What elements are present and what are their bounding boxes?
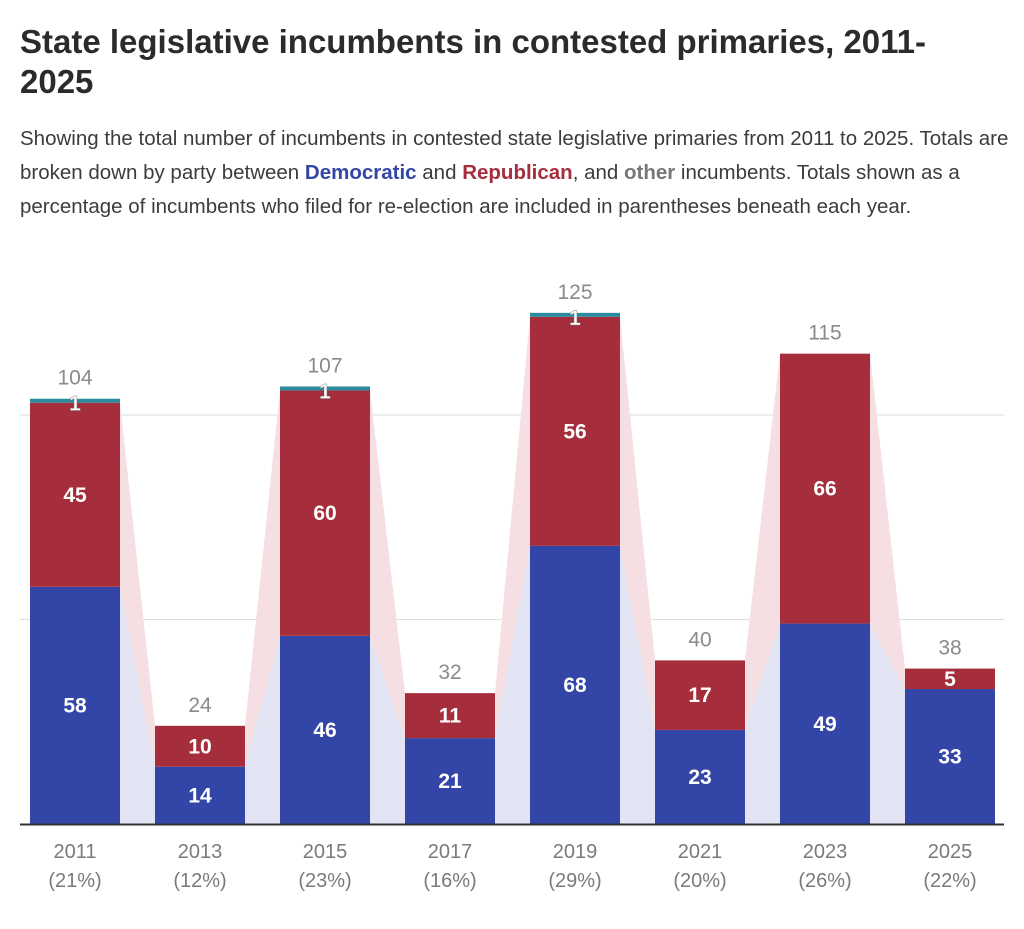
- x-tick-label: 2019: [553, 841, 598, 863]
- x-tick-percentage: (29%): [548, 870, 601, 892]
- data-label-democratic: 21: [438, 770, 462, 793]
- x-tick-percentage: (26%): [798, 870, 851, 892]
- subtitle-text-1: Showing the total number of incumbents i…: [20, 127, 1009, 184]
- bar-other: [530, 312, 620, 317]
- connector-band-democratic: [370, 635, 405, 824]
- x-tick-percentage: (12%): [173, 870, 226, 892]
- data-label-republican: 10: [188, 735, 211, 758]
- bar-other: [30, 398, 120, 403]
- bar-republican: [905, 668, 995, 690]
- legend-democratic: Democratic: [304, 161, 417, 184]
- data-label-democratic: 14: [188, 784, 212, 807]
- bar-republican: [155, 725, 245, 767]
- data-label-republican: 66: [813, 478, 836, 501]
- bar-democratic: [405, 738, 495, 824]
- data-label-other: 1: [569, 307, 581, 330]
- bar-democratic: [155, 766, 245, 824]
- data-label-republican: 56: [563, 420, 586, 443]
- subtitle-text-4: incumbents. Totals shown as a percentage…: [20, 161, 960, 218]
- connector-band-democratic: [120, 586, 155, 824]
- chart-title: State legislative incumbents in conteste…: [20, 23, 927, 100]
- bar-democratic: [905, 689, 995, 824]
- connector-band-democratic: [245, 635, 280, 824]
- bar-republican: [30, 402, 120, 587]
- bar-democratic: [655, 729, 745, 824]
- total-label: 40: [688, 628, 711, 651]
- bar-republican: [530, 316, 620, 546]
- total-label: 125: [557, 281, 592, 304]
- x-tick-percentage: (22%): [923, 870, 976, 892]
- connector-band-republican: [245, 390, 280, 767]
- subtitle-text-3: , and: [572, 161, 624, 184]
- total-label: 104: [57, 367, 92, 390]
- bar-democratic: [530, 545, 620, 824]
- x-tick-label: 2011: [53, 841, 96, 863]
- x-tick-percentage: (20%): [673, 870, 726, 892]
- data-label-democratic: 23: [688, 766, 711, 789]
- connector-band-republican: [370, 390, 405, 739]
- bar-democratic: [30, 586, 120, 824]
- bar-republican: [280, 390, 370, 636]
- bar-republican: [655, 660, 745, 730]
- data-label-other: 1: [69, 393, 81, 416]
- data-label-democratic: 46: [313, 719, 336, 742]
- connector-band-republican: [495, 316, 530, 739]
- bar-democratic: [780, 623, 870, 824]
- connector-band-democratic: [745, 623, 780, 824]
- data-label-democratic: 33: [938, 746, 961, 769]
- x-tick-label: 2025: [928, 841, 973, 863]
- total-label: 107: [307, 354, 342, 377]
- x-tick-label: 2017: [428, 841, 473, 863]
- x-tick-percentage: (23%): [298, 870, 351, 892]
- x-tick-label: 2023: [803, 841, 848, 863]
- subtitle-text-2: and: [416, 161, 463, 184]
- connector-band-republican: [120, 402, 155, 767]
- total-label: 24: [188, 694, 212, 717]
- legend-republican: Republican: [462, 161, 573, 184]
- data-label-republican: 60: [313, 502, 336, 525]
- connector-band-democratic: [495, 545, 530, 824]
- x-tick-label: 2013: [178, 841, 223, 863]
- connector-band-democratic: [870, 623, 905, 824]
- data-label-democratic: 49: [813, 713, 836, 736]
- legend-other: other: [623, 161, 676, 184]
- bar-republican: [780, 353, 870, 624]
- connector-band-republican: [620, 316, 655, 730]
- connector-band-republican: [870, 353, 905, 690]
- bar-democratic: [280, 635, 370, 824]
- bar-other: [280, 386, 370, 391]
- x-tick-percentage: (21%): [48, 870, 101, 892]
- data-label-other: 1: [319, 380, 331, 403]
- total-label: 38: [938, 637, 961, 660]
- data-label-republican: 11: [439, 705, 462, 728]
- bar-republican: [405, 693, 495, 739]
- connector-band-democratic: [620, 545, 655, 824]
- data-label-democratic: 58: [63, 694, 87, 717]
- total-label: 115: [808, 322, 841, 345]
- data-label-republican: 17: [688, 684, 711, 707]
- x-tick-percentage: (16%): [423, 870, 476, 892]
- data-label-democratic: 68: [563, 674, 587, 697]
- x-tick-label: 2015: [303, 841, 348, 863]
- data-label-republican: 45: [63, 484, 87, 507]
- connector-band-republican: [745, 353, 780, 730]
- total-label: 32: [438, 661, 461, 684]
- x-tick-label: 2021: [678, 841, 723, 863]
- data-label-republican: 5: [944, 668, 956, 691]
- chart-subtitle: Showing the total number of incumbents i…: [20, 122, 1010, 224]
